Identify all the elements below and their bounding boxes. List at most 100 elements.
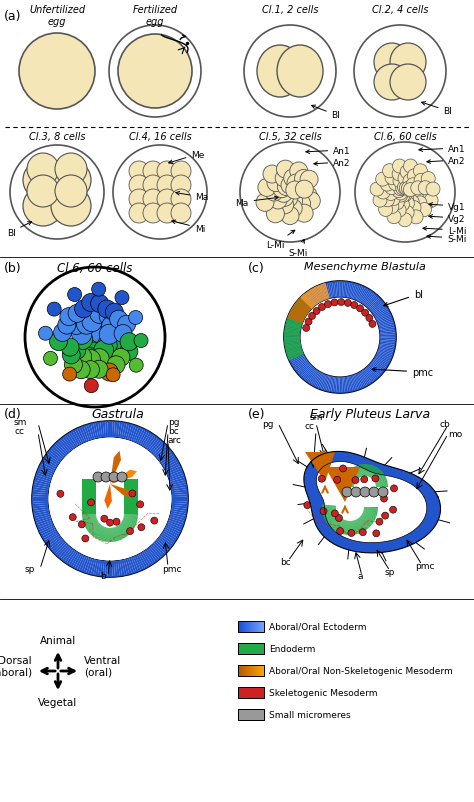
Polygon shape — [359, 517, 369, 529]
Circle shape — [401, 182, 415, 196]
Polygon shape — [359, 465, 363, 477]
Polygon shape — [285, 347, 301, 352]
Polygon shape — [294, 304, 308, 314]
Circle shape — [25, 268, 165, 407]
Polygon shape — [379, 322, 394, 328]
Polygon shape — [347, 521, 349, 535]
Polygon shape — [35, 478, 50, 484]
Polygon shape — [110, 422, 112, 437]
Text: Vg2: Vg2 — [429, 214, 466, 223]
Polygon shape — [289, 314, 304, 322]
Polygon shape — [286, 350, 302, 356]
Text: Dorsal
(aboral): Dorsal (aboral) — [0, 655, 32, 677]
Polygon shape — [168, 473, 184, 480]
Polygon shape — [365, 368, 376, 382]
Circle shape — [117, 472, 127, 482]
Polygon shape — [312, 372, 321, 387]
Polygon shape — [375, 481, 387, 485]
Polygon shape — [62, 549, 73, 562]
Circle shape — [38, 326, 53, 341]
Polygon shape — [97, 527, 104, 539]
Circle shape — [128, 311, 143, 325]
Polygon shape — [284, 342, 301, 346]
Polygon shape — [46, 534, 60, 545]
Polygon shape — [73, 553, 82, 569]
Polygon shape — [370, 467, 376, 478]
Text: Small micromeres: Small micromeres — [269, 710, 351, 719]
Polygon shape — [375, 479, 387, 484]
Polygon shape — [286, 322, 302, 327]
Polygon shape — [336, 520, 343, 532]
Circle shape — [387, 210, 401, 225]
Polygon shape — [284, 333, 300, 335]
Polygon shape — [366, 464, 368, 476]
Polygon shape — [322, 506, 336, 507]
Polygon shape — [131, 426, 139, 442]
Polygon shape — [91, 559, 97, 575]
Circle shape — [171, 204, 191, 224]
Polygon shape — [121, 522, 134, 530]
Circle shape — [266, 205, 284, 224]
Circle shape — [240, 143, 340, 243]
Circle shape — [337, 299, 345, 306]
Ellipse shape — [390, 44, 426, 82]
Polygon shape — [341, 378, 343, 394]
Polygon shape — [357, 287, 365, 302]
Bar — [238, 709, 264, 720]
Circle shape — [417, 190, 431, 204]
Circle shape — [129, 204, 149, 224]
Polygon shape — [249, 665, 250, 676]
Polygon shape — [238, 622, 239, 632]
Polygon shape — [339, 520, 345, 533]
Polygon shape — [145, 435, 156, 449]
Polygon shape — [351, 521, 353, 535]
Polygon shape — [374, 308, 388, 318]
Polygon shape — [308, 290, 318, 305]
Circle shape — [157, 176, 177, 196]
Polygon shape — [312, 289, 321, 303]
Circle shape — [66, 315, 86, 335]
Text: (d): (d) — [4, 407, 22, 420]
Polygon shape — [294, 304, 308, 314]
Polygon shape — [289, 312, 304, 321]
Circle shape — [393, 175, 407, 188]
Circle shape — [106, 332, 126, 352]
Polygon shape — [356, 520, 364, 533]
Polygon shape — [40, 528, 55, 537]
Text: arc: arc — [168, 435, 182, 444]
Polygon shape — [46, 454, 60, 464]
Polygon shape — [42, 460, 56, 469]
Circle shape — [273, 180, 291, 198]
Polygon shape — [110, 529, 112, 542]
Polygon shape — [348, 471, 357, 480]
Polygon shape — [322, 510, 336, 513]
Polygon shape — [286, 322, 301, 328]
Polygon shape — [291, 310, 305, 319]
Polygon shape — [36, 519, 52, 526]
Polygon shape — [292, 308, 306, 318]
Polygon shape — [170, 515, 185, 521]
Polygon shape — [148, 547, 160, 561]
Polygon shape — [296, 302, 309, 313]
Polygon shape — [330, 517, 340, 528]
Circle shape — [305, 318, 312, 326]
Polygon shape — [302, 296, 313, 308]
Polygon shape — [337, 520, 344, 533]
Polygon shape — [343, 480, 355, 484]
Circle shape — [109, 310, 128, 329]
Polygon shape — [331, 518, 341, 529]
Circle shape — [89, 349, 109, 369]
Polygon shape — [322, 508, 336, 509]
Polygon shape — [302, 367, 314, 380]
Polygon shape — [356, 466, 361, 477]
Polygon shape — [156, 539, 170, 551]
Polygon shape — [376, 354, 391, 362]
Polygon shape — [163, 531, 177, 541]
Polygon shape — [110, 561, 112, 577]
Circle shape — [390, 196, 404, 210]
Polygon shape — [284, 335, 300, 337]
Polygon shape — [363, 464, 365, 476]
Polygon shape — [376, 484, 388, 487]
Circle shape — [115, 291, 129, 306]
Polygon shape — [32, 500, 48, 502]
